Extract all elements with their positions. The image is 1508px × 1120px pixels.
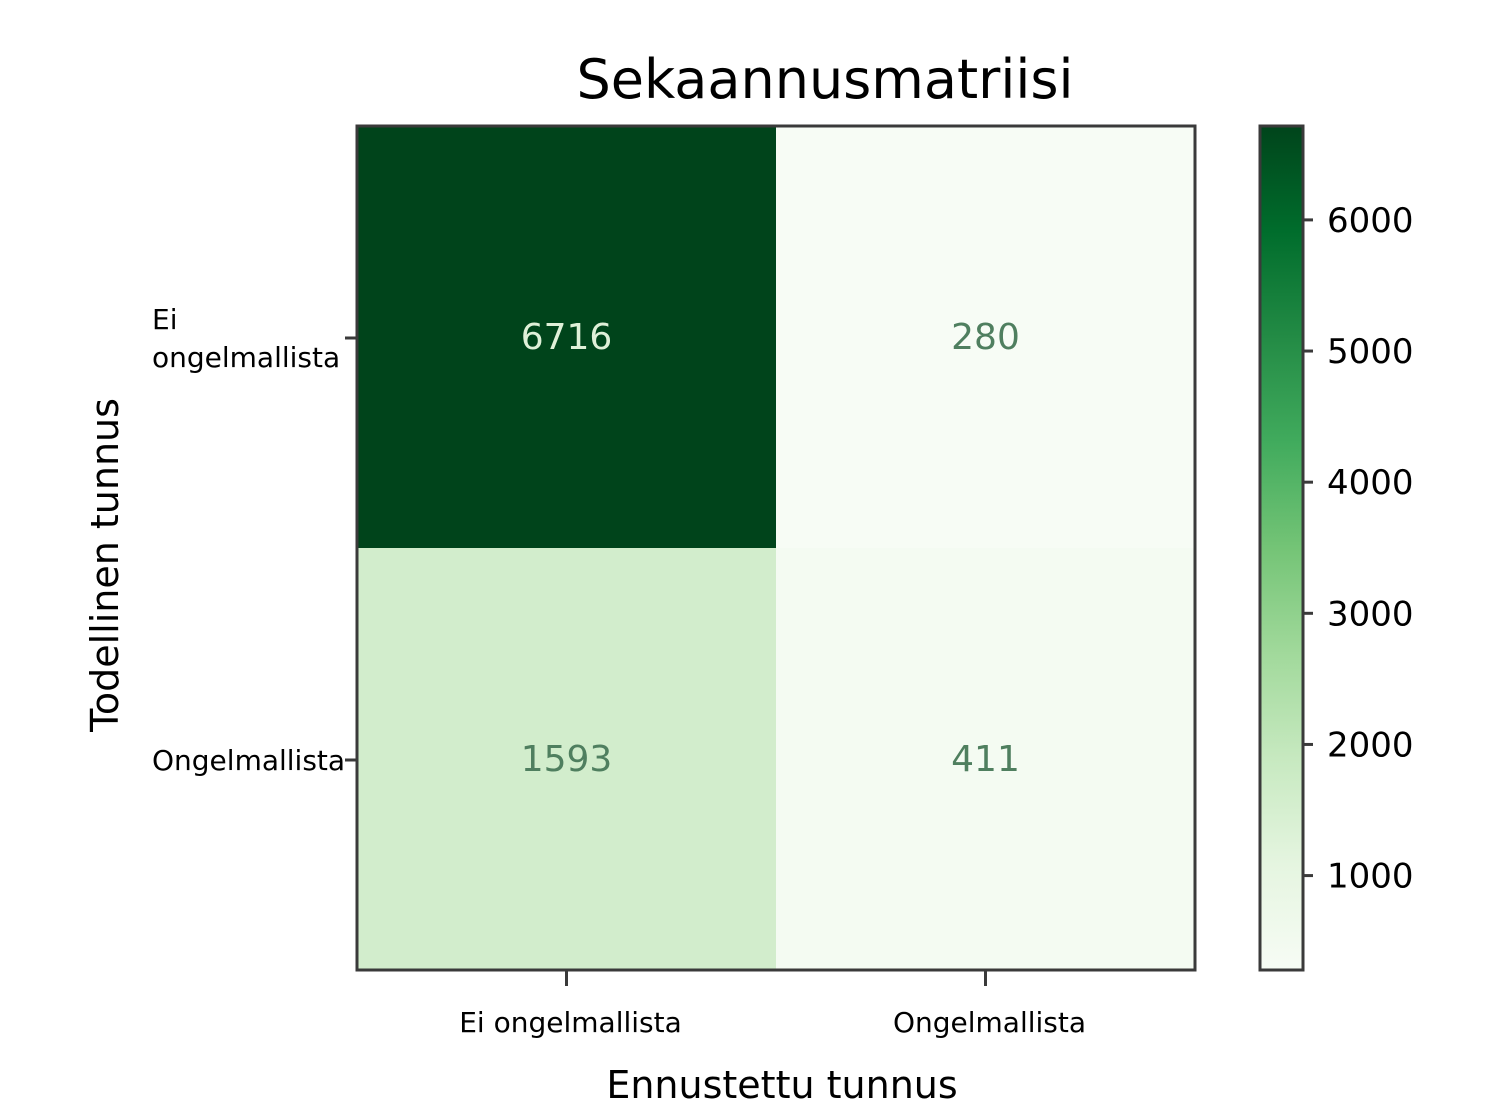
cell-value-label: 280 bbox=[951, 317, 1020, 358]
colorbar-gradient bbox=[1258, 124, 1305, 972]
plot-frame bbox=[355, 124, 1197, 972]
colorbar-tick-label: 3000 bbox=[1327, 594, 1414, 634]
cell-value-label: 6716 bbox=[521, 317, 613, 358]
colorbar: 1000 2000 3000 4000 5000 6000 bbox=[1258, 124, 1414, 972]
chart-title: Sekaannusmatriisi bbox=[576, 48, 1073, 111]
y-axis-label: Todellinen tunnus bbox=[83, 398, 127, 733]
heatmap-cell bbox=[357, 126, 776, 548]
cell-value-label: 411 bbox=[951, 739, 1020, 780]
y-tick-label: Ei ongelmallista bbox=[152, 303, 340, 374]
axis-ticks: Ei ongelmallista Ongelmallista Ei ongelmall… bbox=[152, 303, 1086, 1039]
colorbar-tick-label: 5000 bbox=[1327, 332, 1414, 372]
heatmap-cells: 6716 280 1593 411 bbox=[357, 126, 1195, 970]
colorbar-tick-label: 4000 bbox=[1327, 463, 1414, 503]
colorbar-tick-label: 2000 bbox=[1327, 725, 1414, 765]
colorbar-tick-label: 1000 bbox=[1327, 857, 1414, 897]
heatmap-cell bbox=[776, 548, 1195, 970]
cell-value-label: 1593 bbox=[521, 739, 613, 780]
y-tick-label: Ongelmallista bbox=[152, 744, 345, 777]
colorbar-tick-label: 6000 bbox=[1327, 201, 1414, 241]
x-tick-label: Ongelmallista bbox=[893, 1006, 1086, 1039]
heatmap-cell bbox=[776, 126, 1195, 548]
x-axis-label: Ennustettu tunnus bbox=[606, 1063, 957, 1107]
heatmap-cell bbox=[357, 548, 776, 970]
x-tick-label: Ei ongelmallista bbox=[459, 1006, 682, 1039]
